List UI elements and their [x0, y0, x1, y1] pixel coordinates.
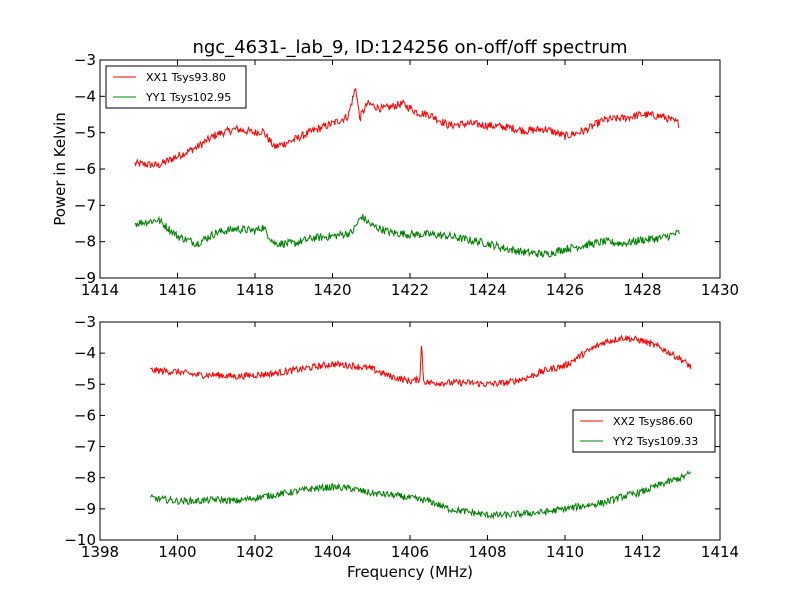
y-tick-label: −4 [74, 344, 96, 362]
bottom-plot-legend: XX2 Tsys86.60 YY2 Tsys109.33 [572, 409, 716, 453]
y-tick-label: −7 [74, 438, 96, 456]
y-tick-label: −10 [64, 531, 96, 549]
x-tick-label: 1422 [391, 281, 429, 299]
top-plot-ticks: 1414 1416 1418 1420 1422 1424 1426 1428 1430 −9 −8… [74, 51, 739, 299]
x-tick-label: 1402 [236, 543, 274, 561]
top-plot-title: ngc_4631-_lab_9, ID:124256 on-off/off sp… [192, 37, 627, 58]
x-tick-label: 1410 [546, 543, 584, 561]
top-plot-ylabel: Power in Kelvin [51, 112, 69, 226]
y-tick-label: −6 [74, 406, 96, 424]
y-tick-label: −8 [74, 233, 96, 251]
series-line-xx1 [134, 88, 680, 169]
x-tick-label: 1400 [158, 543, 196, 561]
x-tick-label: 1414 [701, 543, 739, 561]
x-tick-label: 1418 [236, 281, 274, 299]
bottom-plot-series-layer [149, 334, 692, 520]
bottom-plot-legend-box [572, 409, 716, 453]
y-tick-label: −5 [74, 375, 96, 393]
y-tick-label: −8 [74, 469, 96, 487]
x-tick-label: 1414 [81, 281, 119, 299]
top-plot-series-layer [134, 88, 680, 258]
series-line-yy2 [149, 470, 692, 520]
x-tick-label: 1408 [468, 543, 506, 561]
y-tick-label: −9 [74, 269, 96, 287]
y-tick-label: −9 [74, 500, 96, 518]
x-tick-label: 1420 [313, 281, 351, 299]
y-tick-label: −5 [74, 124, 96, 142]
series-line-xx2 [150, 334, 692, 388]
x-tick-label: 1406 [391, 543, 429, 561]
y-tick-label: −7 [74, 196, 96, 214]
x-tick-label: 1424 [468, 281, 506, 299]
top-plot-legend: XX1 Tsys93.80 YY1 Tsys102.95 [105, 65, 247, 109]
x-tick-label: 1404 [313, 543, 351, 561]
bottom-plot-ticks: 1398 1400 1402 1404 1406 1408 1410 1412 1414 −10 −… [64, 313, 739, 561]
x-tick-label: 1416 [158, 281, 196, 299]
series-line-yy1 [134, 213, 680, 258]
x-tick-label: 1428 [623, 281, 661, 299]
x-tick-label: 1412 [623, 543, 661, 561]
y-tick-label: −4 [74, 87, 96, 105]
x-tick-label: 1430 [701, 281, 739, 299]
bottom-legend-label-yy2: YY2 Tsys109.33 [612, 435, 698, 448]
top-legend-label-yy1: YY1 Tsys102.95 [145, 91, 231, 104]
x-tick-label: 1398 [81, 543, 119, 561]
top-legend-label-xx1: XX1 Tsys93.80 [146, 71, 226, 84]
bottom-spectrum-plot: Frequency (MHz) 1398 1400 1402 1404 1406 1408… [64, 313, 739, 581]
y-tick-label: −6 [74, 160, 96, 178]
top-spectrum-plot: ngc_4631-_lab_9, ID:124256 on-off/off sp… [51, 37, 739, 299]
y-tick-label: −3 [74, 313, 96, 331]
x-tick-label: 1426 [546, 281, 584, 299]
y-tick-label: −3 [74, 51, 96, 69]
bottom-legend-label-xx2: XX2 Tsys86.60 [613, 415, 693, 428]
bottom-plot-xlabel: Frequency (MHz) [347, 563, 473, 581]
top-plot-legend-box [105, 65, 247, 109]
